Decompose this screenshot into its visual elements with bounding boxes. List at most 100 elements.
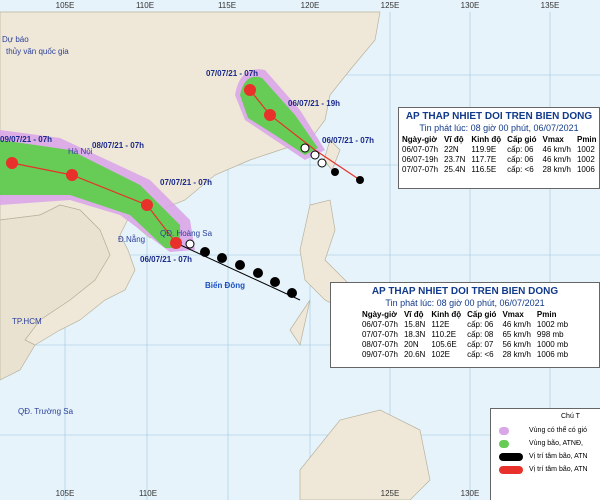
cell: 06/07-19h [402, 155, 439, 164]
cell: 09/07-07h [361, 350, 398, 359]
header-cell: Kinh độ [471, 135, 502, 144]
cell: 46 km/h [542, 145, 571, 154]
forecast-time: 06/07/21 - 07h [322, 136, 374, 145]
cell: 998 mb [536, 330, 564, 339]
cell: 46 km/h [542, 155, 571, 164]
lon-label: 135E [541, 1, 560, 10]
header-cell: Vmax [542, 135, 564, 144]
place-label: Hà Nội [68, 147, 93, 156]
cell: cấp: <6 [467, 350, 494, 359]
header-cell: Ngày-giờ [402, 135, 438, 144]
table-title: AP THAP NHIET DOI TREN BIEN DONG [371, 286, 559, 297]
header-cell: Pmin [536, 310, 557, 319]
forecast-time: 07/07/21 - 07h [160, 178, 212, 187]
lon-label: 105E [56, 1, 75, 10]
forecast-time: 07/07/21 - 07h [206, 69, 258, 78]
cell: 1002 mb [536, 320, 569, 329]
forecast-time: 06/07/21 - 19h [288, 99, 340, 108]
lon-label: 130E [461, 1, 480, 10]
legend-item: Vùng bão, ATNĐ, [529, 440, 583, 447]
lon-label: 130E [461, 489, 480, 498]
lon-label: 110E [139, 489, 157, 498]
cell: 1002 [576, 145, 595, 154]
forecast-time: 08/07/21 - 07h [92, 141, 144, 150]
place-label: Đ.Nẵng [118, 235, 145, 244]
lon-label: 125E [381, 489, 400, 498]
cell: 102E [431, 350, 451, 359]
header-cell: Ngày-giờ [361, 310, 397, 319]
cell: 06/07-07h [361, 320, 398, 329]
row: 06/07-07h 15.8N 112E cấp: 06 46 km/h 1002 mb [359, 320, 571, 330]
lon-label: 125E [381, 1, 400, 10]
cell: cấp: <6 [507, 165, 534, 174]
cell: 105.6E [431, 340, 457, 349]
cell: 23.7N [444, 155, 466, 164]
header-cell: Vĩ độ [444, 135, 464, 144]
place-label: QĐ. Hoàng Sa [160, 229, 213, 238]
row: 06/07-07h 22N 119.9E cấp: 06 46 km/h 1002 [399, 145, 600, 155]
row: 09/07-07h 20.6N 102E cấp: <6 28 km/h 1006 mb [359, 350, 571, 360]
header-cell: Vĩ độ [403, 310, 424, 319]
cell: 22N [444, 145, 459, 154]
sea-label: Biển Đông [205, 281, 245, 290]
legend-title: Chú T [561, 413, 580, 420]
cell: 117.7E [471, 155, 497, 164]
forecast-time: 06/07/21 - 07h [140, 255, 192, 264]
storm-symbols [6, 84, 364, 298]
cell: 110.2E [431, 330, 457, 339]
row: 07/07-07h 25.4N 116.5E cấp: <6 28 km/h 1006 [399, 165, 600, 175]
legend-swatch [499, 453, 523, 461]
legend-swatch [499, 440, 509, 448]
lon-label: 105E [56, 489, 75, 498]
storm1-zone [0, 130, 301, 301]
table-subtitle: Tin phát lúc: 08 giờ 00 phút, 06/07/2021 [385, 298, 545, 308]
forecast-time: 09/07/21 - 07h [0, 135, 52, 144]
header-row: Ngày-giờ Vĩ độ Kinh độ Cấp gió Vmax Pmin [359, 310, 571, 320]
cell: cấp: 06 [507, 155, 534, 164]
header-cell: Cấp gió [507, 135, 537, 144]
header-cell: Cấp gió [467, 310, 497, 319]
cell: 18.3N [403, 330, 426, 339]
place-label: TP.HCM [12, 317, 42, 326]
cell: 1002 [576, 155, 595, 164]
legend-item: Vị trí tâm bão, ATN [529, 453, 588, 460]
lon-label: 110E [136, 1, 154, 10]
cell: 65 km/h [502, 330, 531, 339]
land [0, 11, 431, 500]
cell: cấp: 06 [507, 145, 534, 154]
cell: 1000 mb [536, 340, 569, 349]
storm2-zone [235, 69, 361, 181]
cell: 28 km/h [502, 350, 531, 359]
cell: 28 km/h [542, 165, 571, 174]
legend-item: Vùng có thể có gió [529, 427, 587, 434]
table: Ngày-giờ Vĩ độ Kinh độ Cấp gió Vmax Pmin 06/07… [359, 310, 571, 360]
cell: 25.4N [444, 165, 466, 174]
cell: 08/07-07h [361, 340, 398, 349]
cell: 15.8N [403, 320, 426, 329]
cell: cấp: 06 [467, 320, 494, 329]
cell: 06/07-07h [402, 145, 439, 154]
agency-text: Dự báo [2, 35, 29, 44]
legend-item: Vị trí tâm bão, ATN [529, 466, 588, 473]
cell: 46 km/h [502, 320, 531, 329]
row: 06/07-19h 23.7N 117.7E cấp: 06 46 km/h 1002 [399, 155, 600, 165]
row: 07/07-07h 18.3N 110.2E cấp: 08 65 km/h 998 mb [359, 330, 571, 340]
place-label: QĐ. Trường Sa [18, 407, 74, 416]
forecast-table: AP THAP NHIET DOI TREN BIEN DONG Tin phát… [398, 107, 600, 189]
legend-swatch [499, 466, 523, 474]
cell: 112E [431, 320, 450, 329]
header-row: Ngày-giờ Vĩ độ Kinh độ Cấp gió Vmax Pmin [399, 135, 600, 145]
lon-label: 115E [218, 1, 236, 10]
cell: 116.5E [471, 165, 497, 174]
lon-label: 120E [301, 1, 320, 10]
header-cell: Kinh độ [431, 310, 462, 319]
cell: 119.9E [471, 145, 497, 154]
table-subtitle: Tin phát lúc: 08 giờ 00 phút, 06/07/2021 [419, 123, 579, 133]
table-title: AP THAP NHIET DOI TREN BIEN DONG [405, 111, 593, 122]
cell: 1006 mb [536, 350, 569, 359]
cell: cấp: 08 [467, 330, 494, 339]
header-cell: Vmax [502, 310, 524, 319]
cell: 07/07-07h [402, 165, 439, 174]
header-cell: Pmin [576, 135, 597, 144]
